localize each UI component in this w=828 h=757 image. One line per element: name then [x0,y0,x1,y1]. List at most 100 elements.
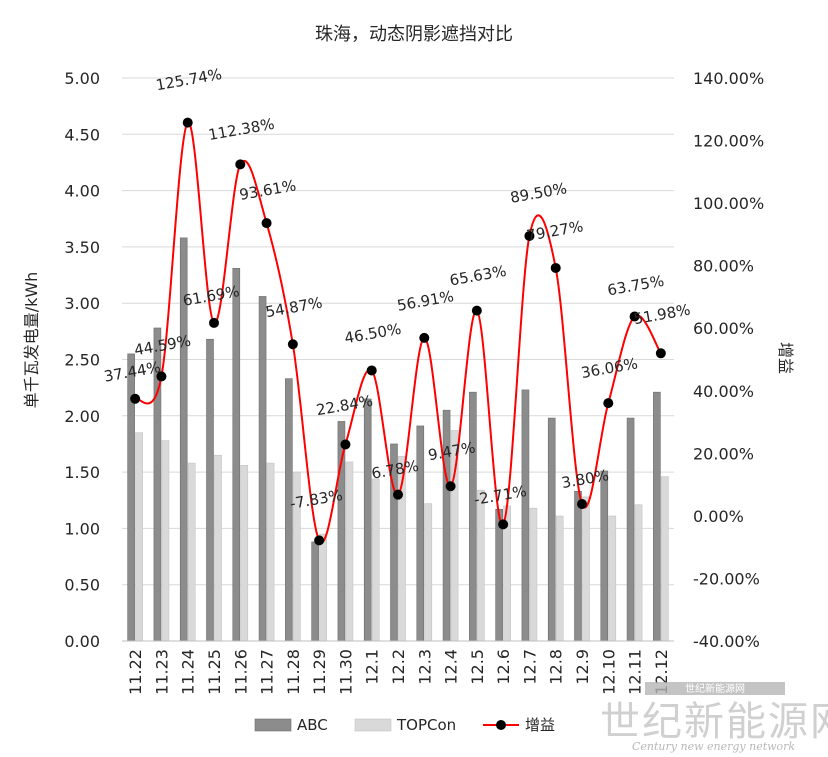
bar-abc [600,470,609,642]
x-tick-label: 12.6 [494,649,513,685]
x-tick-label: 12.3 [415,649,434,685]
bar-topcon [345,461,354,642]
x-tick-label: 12.7 [520,649,539,685]
bar-abc [469,391,477,642]
gain-marker [603,398,614,409]
gain-marker [182,117,193,128]
y2-tick-label: -20.00% [693,569,760,588]
legend-swatch-gain-marker [496,720,506,730]
gain-marker [471,305,482,316]
x-tick-label: 12.4 [442,649,461,685]
y2-axis-ticks: -40.00% -20.00% 0.00% 20.00% 40.00% 60.00% 80.… [693,69,764,651]
x-tick-label: 11.29 [310,649,329,695]
bar-abc [258,296,267,642]
y2-tick-label: 20.00% [693,444,754,463]
bar-abc [653,391,661,642]
bar-abc [363,398,372,642]
bar-topcon [266,462,275,642]
gridlines [122,77,674,586]
bar-topcon [477,489,485,642]
y-tick-label: 0.50 [64,576,100,595]
y-axis-ticks: 0.00 0.50 1.00 1.50 2.00 2.50 3.00 3.50 4.00 4.50… [64,69,100,651]
x-tick-label: 12.11 [626,649,645,695]
y-tick-label: 3.00 [64,294,100,313]
bar-abc [311,541,319,642]
bar-abc [232,267,241,642]
bar-topcon [319,533,327,642]
watermark-tag: 世纪新能源网 [685,682,745,695]
gain-marker [235,159,246,170]
gain-marker [498,519,509,530]
y-axis-title: 单千瓦发电量/kWh [22,272,41,409]
y-tick-label: 2.50 [64,351,100,370]
gain-line-layer [130,117,666,546]
gain-marker [287,339,298,350]
y-tick-label: 4.50 [64,125,100,144]
gain-marker [445,481,456,492]
bar-topcon [187,462,196,642]
watermark-logo: 世纪新能源网 [600,699,828,745]
y-tick-label: 1.00 [64,519,100,538]
bar-topcon [161,440,170,642]
x-tick-label: 12.8 [547,649,566,685]
legend-label-gain: 增益 [525,716,555,734]
x-tick-label: 11.26 [231,649,250,695]
y2-tick-label: 140.00% [693,69,764,88]
gain-marker [314,535,325,546]
x-tick-label: 11.24 [179,649,198,695]
gain-marker [524,230,535,241]
gain-marker [655,348,666,359]
bar-abc [206,338,214,642]
bar-topcon [240,465,249,642]
y2-tick-label: 100.00% [693,194,764,213]
legend-label-topcon: TOPCon [396,716,456,734]
y2-tick-label: 0.00% [693,507,744,526]
bar-topcon [555,515,564,642]
gain-marker [550,262,561,273]
watermark-tag-bg [645,682,785,695]
x-tick-label: 12.9 [573,649,592,685]
y2-tick-label: 60.00% [693,319,754,338]
bars-layer [127,237,669,642]
gain-marker [156,371,167,382]
legend-swatch-abc [254,718,292,732]
bar-abc [626,417,635,642]
legend-label-abc: ABC [297,716,328,734]
bar-topcon [214,454,222,642]
bar-topcon [608,515,617,642]
bar-abc [574,490,582,642]
x-tick-label: 12.10 [599,649,618,695]
x-tick-label: 11.23 [152,649,171,695]
y-tick-label: 1.50 [64,463,100,482]
y2-tick-label: 120.00% [693,132,764,151]
y2-axis-title: 增益 [776,342,795,374]
x-tick-label: 12.1 [363,649,382,685]
bar-topcon [634,504,643,642]
gain-marker [340,439,351,450]
x-tick-label: 11.25 [205,649,224,695]
bar-topcon [135,432,143,642]
bar-topcon [529,507,538,642]
x-tick-label: 11.22 [126,649,145,695]
gain-marker [130,393,141,404]
bar-topcon [424,503,433,642]
bar-topcon [661,476,669,642]
y-tick-label: 0.00 [64,632,100,651]
x-tick-label: 11.30 [336,649,355,695]
x-axis-ticks: 11.22 11.23 11.24 11.25 11.26 11.27 11.28 11.29… [126,649,671,695]
y2-tick-label: 80.00% [693,257,754,276]
gain-marker [629,311,640,322]
bar-abc [547,417,556,642]
chart-title: 珠海，动态阴影遮挡对比 [315,24,513,45]
x-tick-label: 11.28 [284,649,303,695]
y2-tick-label: 40.00% [693,382,754,401]
x-tick-label: 11.27 [258,649,277,695]
gain-marker [366,365,377,376]
bar-abc [521,389,530,642]
watermark: 世纪新能源网 世纪新能源网 Century new energy network [600,682,828,753]
gain-marker [393,489,403,500]
y2-tick-label: -40.00% [693,632,760,651]
y-tick-label: 5.00 [64,69,100,88]
x-tick-label: 12.2 [389,649,408,685]
